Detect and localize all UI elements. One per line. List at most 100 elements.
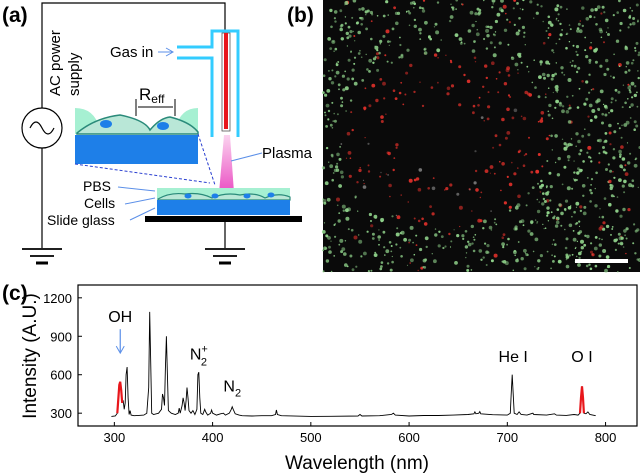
cell-dot — [619, 21, 623, 26]
cell-dot — [472, 111, 475, 115]
cell-dot — [330, 81, 335, 85]
cell-dot — [437, 244, 441, 248]
cell-dot — [605, 168, 608, 171]
cell-dot — [604, 132, 608, 135]
cell-dot — [382, 14, 386, 18]
cell-dot — [484, 169, 489, 174]
cell-dot — [325, 234, 329, 238]
cell-dot — [561, 138, 564, 140]
cell-dot — [564, 199, 569, 203]
cell-dot — [467, 242, 472, 247]
cell-dot — [454, 33, 459, 37]
cell-dot — [364, 87, 367, 90]
cell-dot — [565, 110, 570, 114]
cell-dot — [614, 99, 617, 102]
cell-dot — [483, 120, 485, 122]
cell-dot — [606, 67, 610, 71]
cell-dot — [500, 0, 504, 3]
cell-dot — [378, 229, 380, 231]
cell-dot — [361, 79, 365, 82]
cell-dot — [552, 91, 554, 94]
cell-dot — [429, 37, 433, 41]
cell-dot — [507, 74, 511, 77]
cell-dot — [418, 6, 422, 9]
cell-dot — [474, 61, 477, 63]
ground-icon-left — [22, 248, 62, 265]
cell-dot — [390, 245, 393, 247]
cell-dot — [517, 167, 519, 169]
cell-dot — [580, 239, 584, 244]
cell-dot — [359, 49, 361, 52]
cell-dot — [371, 83, 376, 88]
cell-dot — [588, 73, 591, 77]
cell-dot — [417, 187, 422, 192]
cell-dot — [424, 258, 427, 262]
cell-dot — [349, 157, 352, 159]
cell-dot — [450, 61, 453, 64]
cell-dot — [389, 40, 392, 43]
cell-dot — [508, 209, 512, 212]
cell-dot — [520, 115, 523, 118]
cell-dot — [601, 215, 605, 219]
cell-dot — [574, 222, 578, 226]
cell-dot — [590, 250, 593, 254]
cell-dot — [390, 61, 393, 64]
cell-dot — [616, 196, 619, 198]
cell-dot — [340, 143, 343, 145]
cell-dot — [413, 90, 416, 94]
cell-dot — [500, 9, 504, 13]
cell-dot — [627, 85, 632, 90]
inset-cells — [76, 114, 199, 135]
cell-dot — [556, 91, 558, 93]
cell-dot — [522, 0, 525, 2]
gas-tube — [177, 29, 240, 137]
cell-dot — [330, 270, 333, 273]
cell-dot — [547, 87, 550, 89]
cell-dot — [524, 90, 528, 95]
cell-dot — [422, 266, 425, 268]
plot-frame — [77, 284, 638, 427]
electrode — [224, 33, 228, 129]
cell-dot — [473, 181, 477, 185]
cell-dot — [563, 165, 567, 169]
cell-dot — [565, 46, 568, 50]
cell-dot — [544, 96, 547, 99]
cell-dot — [498, 71, 501, 74]
cell-dot — [581, 6, 585, 10]
cell-dot — [429, 205, 432, 209]
cell-dot — [555, 42, 558, 45]
panel-b-label: (b) — [287, 4, 314, 27]
cell-dot — [615, 209, 619, 213]
cell-dot — [575, 132, 579, 136]
cell-dot — [552, 239, 555, 241]
cell-dot — [621, 166, 624, 169]
cell-dot — [568, 223, 573, 228]
cell-dot — [598, 243, 602, 247]
cell-dot — [340, 104, 344, 108]
cell-dot — [332, 120, 335, 122]
cell-dot — [635, 41, 639, 45]
reff-label: Reff — [139, 85, 165, 106]
cell-dot — [436, 1, 440, 4]
arrowhead-icon — [165, 47, 175, 57]
cell-dot — [540, 5, 543, 8]
cell-dot — [518, 17, 521, 20]
cell-dot — [388, 241, 392, 244]
cell-dot — [455, 0, 458, 2]
cell-dot — [595, 171, 598, 175]
cell-dot — [463, 42, 466, 45]
cell-dot — [561, 109, 565, 114]
cell-dot — [627, 69, 631, 72]
cell-dot — [477, 218, 482, 223]
cell-dot — [351, 77, 355, 81]
cell-dot — [322, 249, 324, 252]
cell-dot — [565, 264, 570, 269]
cell-dot — [539, 254, 544, 258]
cell-dot — [328, 70, 330, 72]
cell-dot — [418, 27, 422, 32]
cell-dot — [344, 22, 347, 25]
cell-dot — [466, 269, 469, 272]
cell-dot — [520, 61, 523, 64]
cell-dot — [591, 253, 595, 257]
cell-dot — [637, 186, 639, 189]
